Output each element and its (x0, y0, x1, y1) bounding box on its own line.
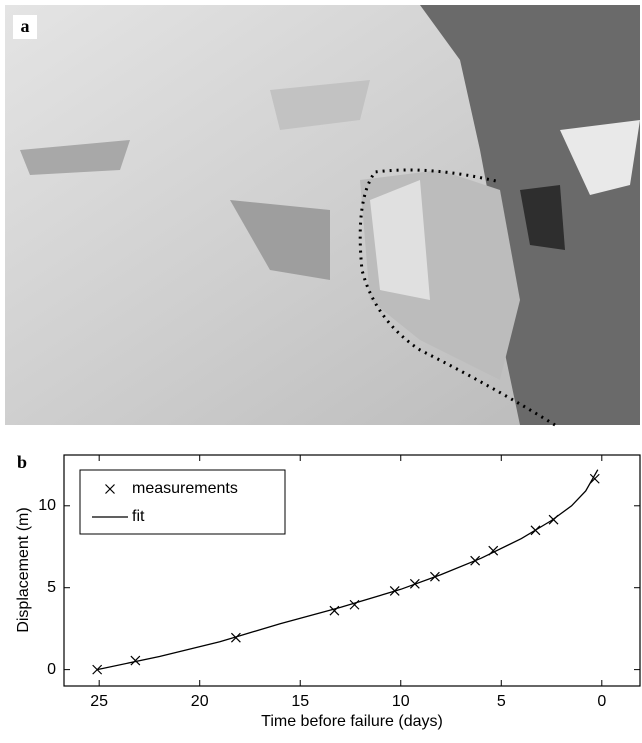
x-tick-label: 10 (392, 693, 410, 710)
marker (93, 665, 102, 674)
legend-label: measurements (132, 480, 238, 497)
x-tick-label: 20 (191, 693, 209, 710)
x-tick-label: 5 (497, 693, 506, 710)
y-tick-label: 5 (47, 579, 56, 596)
y-axis-label: Displacement (m) (15, 507, 32, 632)
y-tick-label: 0 (47, 661, 56, 678)
photo: a (5, 5, 640, 425)
legend-label: fit (132, 508, 145, 525)
panel-label: a (21, 16, 30, 36)
page: a b Time before failure (days) Displacem… (0, 0, 642, 743)
figure: a b Time before failure (days) Displacem… (0, 0, 642, 738)
panel-label: b (17, 452, 27, 472)
x-tick-label: 0 (597, 693, 606, 710)
x-tick-label: 15 (291, 693, 309, 710)
x-tick-label: 25 (90, 693, 108, 710)
y-tick-label: 10 (38, 497, 56, 514)
x-axis-label: Time before failure (days) (261, 713, 443, 730)
marker (330, 606, 339, 615)
